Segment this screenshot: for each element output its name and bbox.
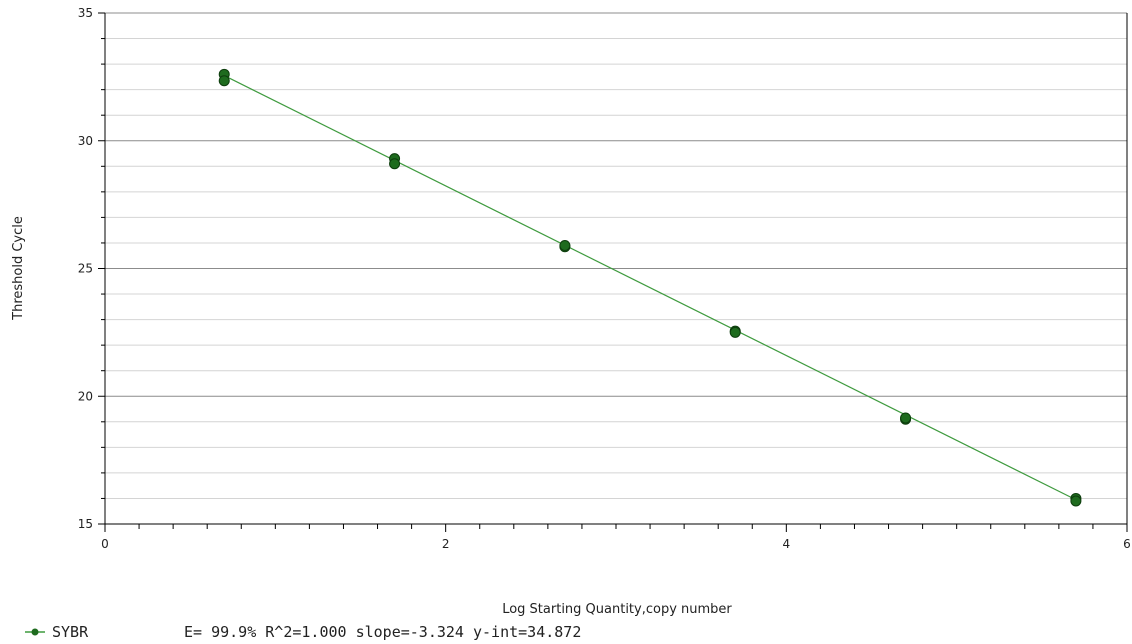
x-tick-labels: 0 2 4 6: [101, 537, 1131, 551]
data-point: [559, 240, 571, 252]
x-tick-label: 6: [1123, 537, 1131, 551]
legend-stats-text: E= 99.9% R^2=1.000 slope=-3.324 y-int=34…: [184, 623, 581, 641]
x-axis-label: Log Starting Quantity,copy number: [502, 602, 732, 617]
y-tick-label: 30: [78, 134, 93, 148]
grid-lines: [105, 12, 1127, 499]
x-tick-label: 4: [783, 537, 791, 551]
data-point: [389, 158, 401, 170]
data-point: [900, 412, 912, 424]
y-tick-labels: 15 20 25 30 35: [78, 6, 93, 531]
data-point: [218, 75, 230, 87]
legend: SYBR E= 99.9% R^2=1.000 slope=-3.324 y-i…: [25, 623, 581, 641]
x-tick-label: 2: [442, 537, 450, 551]
axes: [98, 12, 1128, 532]
fit-line-group: [223, 75, 1077, 501]
y-axis-label: Threshold Cycle: [11, 216, 26, 321]
y-tick-label: 25: [78, 262, 93, 276]
data-points: [218, 68, 1082, 507]
legend-series-label: SYBR: [52, 623, 89, 641]
y-tick-label: 35: [78, 6, 93, 20]
legend-marker-swatch: [31, 628, 39, 636]
y-tick-label: 20: [78, 389, 93, 403]
fit-line: [223, 75, 1077, 501]
x-tick-label: 0: [101, 537, 109, 551]
y-tick-label: 15: [78, 517, 93, 531]
data-point: [1070, 495, 1082, 507]
data-point: [729, 326, 741, 338]
